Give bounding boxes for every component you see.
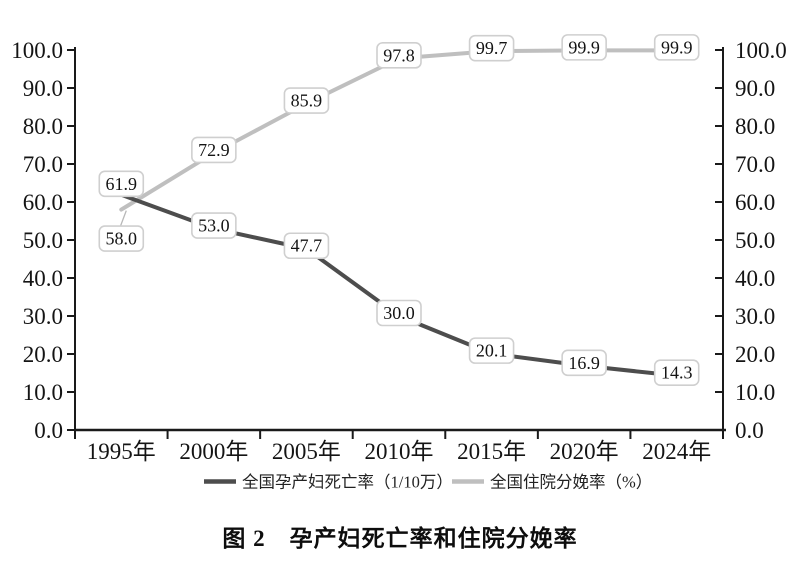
data-label-box (376, 42, 422, 69)
data-label: 72.9 (198, 140, 230, 160)
line-chart: 0.0 0.0 10.0 10.0 20.0 20.0 30.0 30.0 40.0 40.0 50… (11, 34, 787, 492)
data-label: 16.9 (568, 353, 600, 373)
y-tick-label-left: 80.0 (23, 114, 63, 139)
data-label-box (561, 34, 607, 61)
data-label: 58.0 (106, 229, 138, 249)
y-tick-label-right: 80.0 (735, 114, 775, 139)
data-label-box (98, 170, 145, 198)
data-label-box (561, 349, 607, 377)
x-tick-label: 1995年 (87, 439, 156, 464)
data-label: 61.9 (106, 174, 138, 194)
series-line-1 (119, 48, 679, 212)
label-leader-line (119, 210, 127, 227)
y-tick-label-right: 0.0 (735, 418, 764, 443)
data-label: 97.8 (383, 45, 415, 65)
data-label-box (653, 34, 700, 61)
y-tick-label-right: 70.0 (735, 152, 775, 177)
y-tick-label-right: 20.0 (735, 342, 775, 367)
y-tick-label-left: 50.0 (23, 228, 63, 253)
data-label-box (98, 225, 145, 252)
data-label-box (468, 337, 515, 364)
y-tick-label-left: 20.0 (23, 342, 63, 367)
data-label-box (283, 232, 330, 260)
y-tick-label-right: 100.0 (735, 38, 787, 63)
y-tick-label-left: 70.0 (23, 152, 63, 177)
data-label-box (191, 136, 237, 164)
data-label-box (376, 299, 422, 327)
data-label: 47.7 (291, 236, 323, 256)
y-tick-label-right: 90.0 (735, 76, 775, 101)
x-tick-label: 2000年 (179, 439, 248, 464)
data-label: 53.0 (198, 216, 230, 236)
legend-label-0: 全国孕产妇死亡率（1/10万） (242, 473, 453, 492)
data-label-box (468, 34, 515, 62)
x-tick-label: 2024年 (642, 439, 711, 464)
x-tick-label: 2010年 (365, 439, 434, 464)
data-label: 85.9 (291, 91, 323, 111)
data-label-box (653, 359, 700, 386)
legend-label-1: 全国住院分娩率（%） (490, 473, 652, 492)
x-tick-label: 2020年 (550, 439, 619, 464)
y-tick-label-left: 100.0 (11, 38, 63, 63)
x-tick-label: 2005年 (272, 439, 341, 464)
data-label: 99.9 (568, 37, 600, 57)
data-label: 20.1 (476, 341, 508, 361)
y-tick-label-right: 50.0 (735, 228, 775, 253)
data-label: 99.7 (476, 38, 508, 58)
figure-caption: 图 2 孕产妇死亡率和住院分娩率 (222, 526, 578, 551)
y-tick-label-right: 10.0 (735, 380, 775, 405)
data-label: 30.0 (383, 303, 415, 323)
y-tick-label-left: 40.0 (23, 266, 63, 291)
x-tick-label: 2015年 (457, 439, 526, 464)
y-tick-label-left: 60.0 (23, 190, 63, 215)
data-label: 99.9 (661, 37, 693, 57)
y-tick-label-left: 0.0 (34, 418, 63, 443)
y-tick-label-left: 10.0 (23, 380, 63, 405)
y-tick-label-right: 40.0 (735, 266, 775, 291)
y-tick-label-right: 60.0 (735, 190, 775, 215)
data-label: 14.3 (661, 363, 693, 383)
data-label-box (283, 87, 330, 114)
y-tick-label-right: 30.0 (735, 304, 775, 329)
y-tick-label-left: 90.0 (23, 76, 63, 101)
data-label-box (191, 212, 237, 239)
y-tick-label-left: 30.0 (23, 304, 63, 329)
